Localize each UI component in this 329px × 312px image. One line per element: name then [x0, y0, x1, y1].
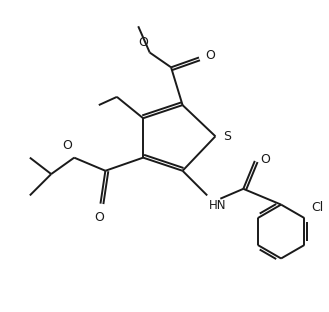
Text: HN: HN — [209, 199, 226, 212]
Text: O: O — [261, 153, 270, 166]
Text: O: O — [205, 49, 215, 62]
Text: S: S — [223, 130, 231, 143]
Text: Cl: Cl — [312, 201, 324, 214]
Text: O: O — [138, 36, 148, 49]
Text: O: O — [63, 139, 72, 152]
Text: O: O — [94, 211, 104, 224]
